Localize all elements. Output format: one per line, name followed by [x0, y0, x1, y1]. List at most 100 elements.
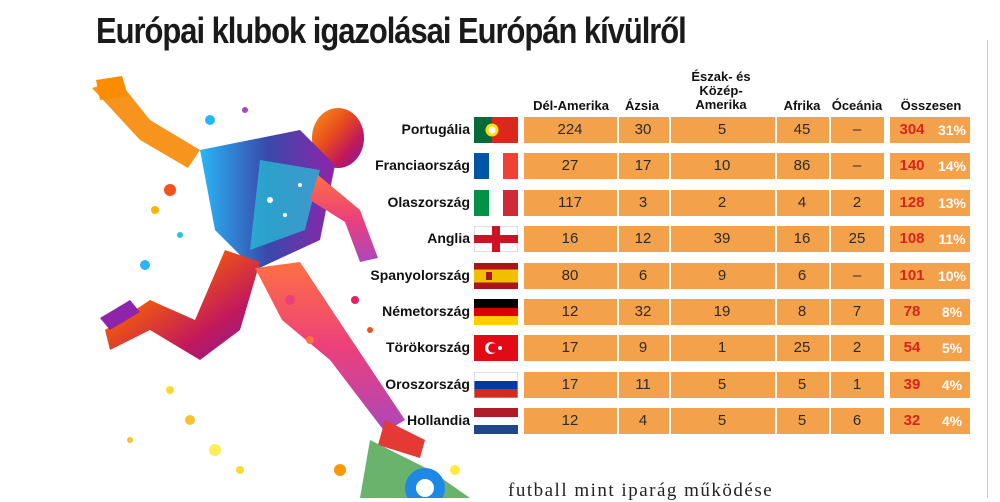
table-cell: 16: [793, 230, 811, 247]
column-divider: [987, 40, 988, 498]
cell-separator: [669, 153, 671, 179]
table-cell: 6: [797, 267, 807, 284]
table-row: 80 6 9 6 –: [524, 263, 884, 289]
table-cell: 19: [713, 303, 731, 320]
cell-separator: [669, 226, 671, 252]
table-cell: 4: [797, 194, 807, 211]
table-cell: 32: [634, 303, 652, 320]
cell-separator: [669, 335, 671, 361]
table-cell: 6: [852, 412, 862, 429]
table-cell: 117: [558, 194, 582, 211]
table-row: 17 11 5 5 1: [524, 372, 884, 398]
football-player-illustration: [92, 76, 470, 498]
table-cell: 30: [634, 121, 652, 138]
cell-separator: [617, 408, 619, 434]
cell-separator: [829, 372, 831, 398]
total-value: 128: [899, 194, 925, 211]
table-cell: 16: [561, 230, 579, 247]
total-cell: 108 11%: [890, 226, 970, 252]
cell-separator: [617, 299, 619, 325]
table-cell: 27: [561, 157, 579, 174]
cell-separator: [617, 190, 619, 216]
share-percent: 4%: [941, 413, 963, 429]
country-label: Hollandia: [406, 412, 470, 428]
cell-separator: [775, 263, 777, 289]
russia-flag-icon: [474, 372, 518, 398]
table-cell: 1: [717, 339, 727, 356]
column-header-oceania: Óceánia: [831, 98, 883, 113]
table-cell: 45: [793, 121, 811, 138]
table-cell: 80: [561, 267, 579, 284]
table-cell: 224: [557, 121, 583, 138]
spain-flag-icon: [474, 263, 518, 289]
netherlands-flag-icon: [474, 408, 518, 434]
cell-separator: [829, 335, 831, 361]
italy-flag-icon: [474, 190, 518, 216]
cell-separator: [775, 299, 777, 325]
share-percent: 13%: [937, 195, 967, 211]
total-value: 78: [903, 303, 921, 320]
cell-separator: [669, 263, 671, 289]
country-label: Olaszország: [387, 194, 470, 210]
table-cell: 12: [561, 412, 579, 429]
column-header-asia: Ázsia: [625, 98, 659, 113]
table-cell: 2: [852, 194, 862, 211]
table-cell: 2: [852, 339, 862, 356]
share-percent: 5%: [941, 340, 963, 356]
germany-flag-icon: [474, 299, 518, 325]
cell-separator: [617, 263, 619, 289]
table-cell: 2: [717, 194, 727, 211]
portugal-flag-icon: [474, 117, 518, 143]
total-value: 108: [899, 230, 925, 247]
table-cell: 17: [561, 376, 579, 393]
cell-separator: [829, 226, 831, 252]
table-row: 117 3 2 4 2: [524, 190, 884, 216]
column-header-south-america: Dél-Amerika: [533, 98, 609, 113]
table-cell: 39: [713, 230, 731, 247]
cell-separator: [775, 335, 777, 361]
table-cell: 6: [638, 267, 648, 284]
table-cell: 1: [852, 376, 862, 393]
table-cell: 17: [561, 339, 579, 356]
country-label: Németország: [382, 303, 470, 319]
country-label: Franciaország: [375, 157, 470, 173]
table-cell: 12: [561, 303, 579, 320]
total-cell: 140 14%: [890, 153, 970, 179]
table-cell: –: [852, 267, 862, 284]
share-percent: 11%: [938, 231, 966, 247]
table-cell: 86: [793, 157, 811, 174]
table-cell: 4: [638, 412, 648, 429]
total-value: 54: [903, 339, 921, 356]
cell-separator: [775, 190, 777, 216]
country-label: Oroszország: [385, 376, 470, 392]
cell-separator: [669, 408, 671, 434]
table-cell: 7: [852, 303, 862, 320]
table-cell: 11: [635, 376, 651, 393]
total-value: 32: [903, 412, 921, 429]
total-cell: 304 31%: [890, 117, 970, 143]
total-cell: 39 4%: [890, 372, 970, 398]
cell-separator: [829, 190, 831, 216]
table-cell: 5: [797, 412, 807, 429]
column-header-north-central-america: Észak- és Közép-Amerika: [691, 69, 751, 112]
cell-separator: [617, 117, 619, 143]
england-flag-icon: [474, 226, 518, 252]
cell-separator: [829, 153, 831, 179]
column-header-africa: Afrika: [783, 98, 821, 113]
cell-separator: [829, 117, 831, 143]
cell-separator: [829, 299, 831, 325]
table-row: 224 30 5 45 –: [524, 117, 884, 143]
total-cell: 101 10%: [890, 263, 970, 289]
table-cell: 9: [717, 267, 727, 284]
cell-separator: [617, 226, 619, 252]
chart-title: Európai klubok igazolásai Európán kívülr…: [96, 10, 687, 51]
total-value: 101: [899, 267, 925, 284]
table-cell: 9: [638, 339, 648, 356]
total-value: 140: [899, 157, 925, 174]
column-header-total: Összesen: [900, 98, 962, 113]
table-cell: 8: [797, 303, 807, 320]
total-value: 304: [899, 121, 925, 138]
table-cell: 5: [717, 376, 727, 393]
cell-separator: [775, 408, 777, 434]
country-label: Spanyolország: [370, 267, 470, 283]
